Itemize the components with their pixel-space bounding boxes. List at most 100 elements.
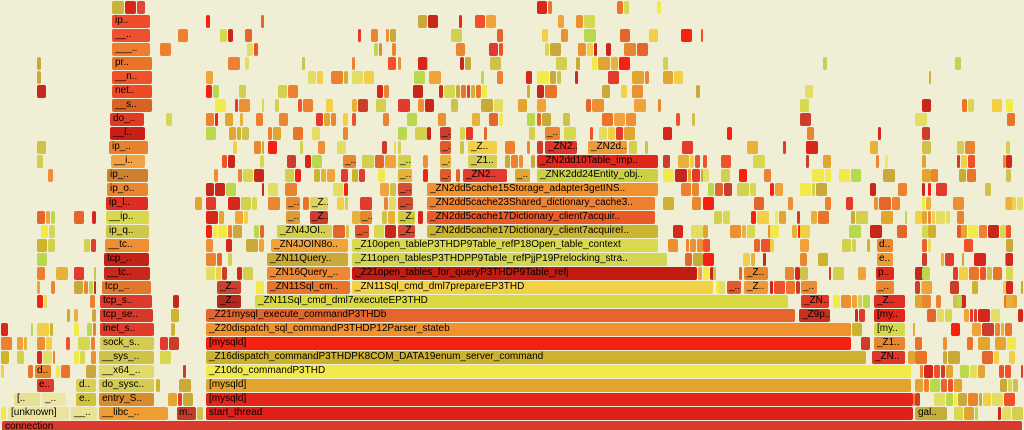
flame-frame-unlabeled[interactable] [389,197,396,210]
flame-frame-unlabeled[interactable] [979,393,982,406]
flame-frame-unlabeled[interactable] [321,169,326,182]
flame-frame-unlabeled[interactable] [378,169,385,182]
flame-frame-unlabeled[interactable] [206,197,216,210]
flame-frame-unlabeled[interactable] [1006,253,1013,266]
flame-frame-unlabeled[interactable] [37,337,45,350]
flame-frame[interactable]: __libc_.. [99,407,168,420]
flame-frame-unlabeled[interactable] [262,99,264,112]
flame-frame-unlabeled[interactable] [90,295,95,308]
flame-frame[interactable]: ip_l.. [106,197,148,210]
flame-frame-unlabeled[interactable] [1000,379,1007,392]
flame-frame-unlabeled[interactable] [56,365,60,378]
flame-frame-unlabeled[interactable] [979,225,987,238]
flame-frame-unlabeled[interactable] [173,295,179,308]
flame-frame-unlabeled[interactable] [592,57,597,70]
flame-frame-unlabeled[interactable] [1004,393,1015,406]
flame-frame-unlabeled[interactable] [922,295,931,308]
flame-frame-unlabeled[interactable] [459,15,462,28]
flame-frame-unlabeled[interactable] [920,365,923,378]
flame-frame-unlabeled[interactable] [318,141,325,154]
flame-frame-unlabeled[interactable] [278,85,287,98]
flame-frame-unlabeled[interactable] [237,127,241,140]
flame-frame-unlabeled[interactable] [235,211,243,224]
flame-frame-unlabeled[interactable] [1006,225,1011,238]
flame-frame-unlabeled[interactable] [331,71,343,84]
flame-frame-unlabeled[interactable] [527,85,530,98]
flame-frame-unlabeled[interactable] [1006,281,1013,294]
flame-frame-unlabeled[interactable] [94,267,96,280]
flame-frame-unlabeled[interactable] [608,127,615,140]
flame-frame-unlabeled[interactable] [957,295,962,308]
flame-frame-unlabeled[interactable] [995,337,1006,350]
flame-frame-unlabeled[interactable] [851,169,861,182]
flame-frame-unlabeled[interactable] [268,183,278,196]
flame-frame-unlabeled[interactable] [624,1,629,14]
flame-frame-unlabeled[interactable] [268,141,277,154]
flame-frame-unlabeled[interactable] [908,351,915,364]
flame-frame-unlabeled[interactable] [816,183,827,196]
flame-frame-unlabeled[interactable] [692,113,695,126]
flame-frame-unlabeled[interactable] [239,99,250,112]
flame-frame-unlabeled[interactable] [17,337,23,350]
flame-frame[interactable]: _Z.. [310,211,328,224]
flame-frame-unlabeled[interactable] [78,337,90,350]
flame-frame-unlabeled[interactable] [750,183,756,196]
flame-frame-unlabeled[interactable] [922,155,926,168]
flame-frame[interactable]: _.. [727,281,741,294]
flame-frame-unlabeled[interactable] [675,169,687,182]
flame-frame-unlabeled[interactable] [344,183,348,196]
flame-frame-unlabeled[interactable] [657,1,661,14]
flame-frame-unlabeled[interactable] [957,225,961,238]
flame-frame-unlabeled[interactable] [797,211,800,224]
flame-frame[interactable] [137,1,145,14]
flame-frame-unlabeled[interactable] [206,113,214,126]
flame-frame-unlabeled[interactable] [241,197,251,210]
flame-frame-unlabeled[interactable] [611,57,618,70]
flame-frame-unlabeled[interactable] [216,267,221,280]
flame-frame-unlabeled[interactable] [708,183,714,196]
flame-frame-unlabeled[interactable] [928,211,931,224]
flame-frame-unlabeled[interactable] [256,113,263,126]
flame-frame-unlabeled[interactable] [924,379,929,392]
flame-frame-unlabeled[interactable] [259,239,264,252]
flame-frame-unlabeled[interactable] [658,99,661,112]
flame-frame-unlabeled[interactable] [179,379,191,392]
flame-frame-unlabeled[interactable] [892,197,900,210]
flame-frame-unlabeled[interactable] [632,71,644,84]
flame-frame-unlabeled[interactable] [467,85,470,98]
flame-frame-unlabeled[interactable] [51,281,55,294]
flame-frame-unlabeled[interactable] [946,393,953,406]
flame-frame-unlabeled[interactable] [743,253,750,266]
flame-frame-unlabeled[interactable] [1005,365,1011,378]
flame-frame-unlabeled[interactable] [358,29,361,42]
flame-frame-unlabeled[interactable] [303,197,309,210]
flame-frame-unlabeled[interactable] [950,281,959,294]
flame-frame-unlabeled[interactable] [303,99,313,112]
flame-frame-unlabeled[interactable] [333,183,343,196]
flame-frame[interactable]: _.. [360,211,372,224]
flame-frame-unlabeled[interactable] [1006,99,1013,112]
flame-frame-unlabeled[interactable] [91,239,96,252]
flame-frame-unlabeled[interactable] [67,309,70,322]
flame-frame[interactable]: _.. [343,155,356,168]
flame-frame-unlabeled[interactable] [438,113,446,126]
flame-frame-unlabeled[interactable] [392,43,396,56]
flame-frame-unlabeled[interactable] [972,323,981,336]
flame-frame-unlabeled[interactable] [970,309,973,322]
flame-frame[interactable]: _Z1.. [468,155,497,168]
flame-frame-unlabeled[interactable] [859,309,865,322]
flame-frame-unlabeled[interactable] [703,197,714,210]
flame-frame-unlabeled[interactable] [243,169,253,182]
flame-frame[interactable]: _.. [440,169,451,182]
flame-frame-unlabeled[interactable] [739,169,747,182]
flame-frame[interactable]: _Z1.. [874,337,905,350]
flame-frame-unlabeled[interactable] [254,169,264,182]
flame-frame-unlabeled[interactable] [686,239,689,252]
flame-frame-unlabeled[interactable] [961,155,967,168]
flame-frame-unlabeled[interactable] [497,29,503,42]
flame-frame-unlabeled[interactable] [550,71,556,84]
flame-frame-unlabeled[interactable] [61,365,70,378]
flame-frame-unlabeled[interactable] [1010,295,1017,308]
flame-frame-unlabeled[interactable] [476,85,481,98]
flame-frame-unlabeled[interactable] [302,57,305,70]
